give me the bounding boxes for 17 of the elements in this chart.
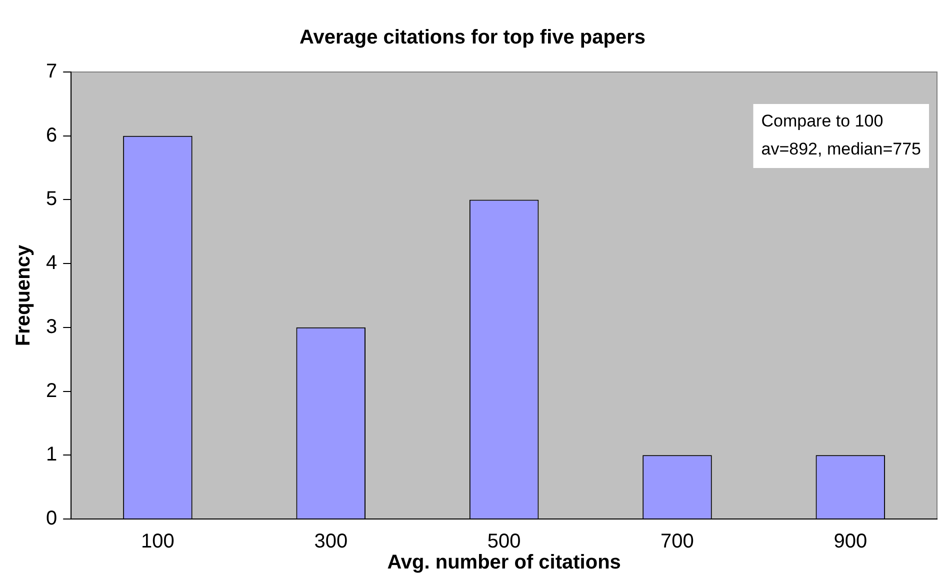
y-tick-label: 1: [46, 444, 58, 466]
x-tick-label: 100: [141, 530, 174, 553]
x-tick-label: 500: [487, 530, 521, 553]
y-tick-label: 0: [46, 508, 58, 530]
y-axis-title: Frequency: [12, 244, 35, 346]
x-tick-label: 700: [660, 530, 694, 553]
y-tick-label: 7: [46, 60, 58, 83]
y-tick-label: 3: [46, 316, 58, 338]
annotation: Compare to 100 av=892, median=775: [761, 112, 922, 159]
y-tick-label: 2: [46, 380, 58, 402]
chart-title: Average citations for top five papers: [299, 26, 646, 49]
x-tick-label: 900: [834, 530, 868, 553]
y-tick-label: 5: [46, 188, 58, 210]
y-tick-label: 4: [46, 252, 58, 274]
x-tick-label: 300: [314, 530, 348, 553]
y-tick-label: 6: [46, 124, 58, 146]
x-axis-title: Avg. number of citations: [387, 552, 621, 574]
